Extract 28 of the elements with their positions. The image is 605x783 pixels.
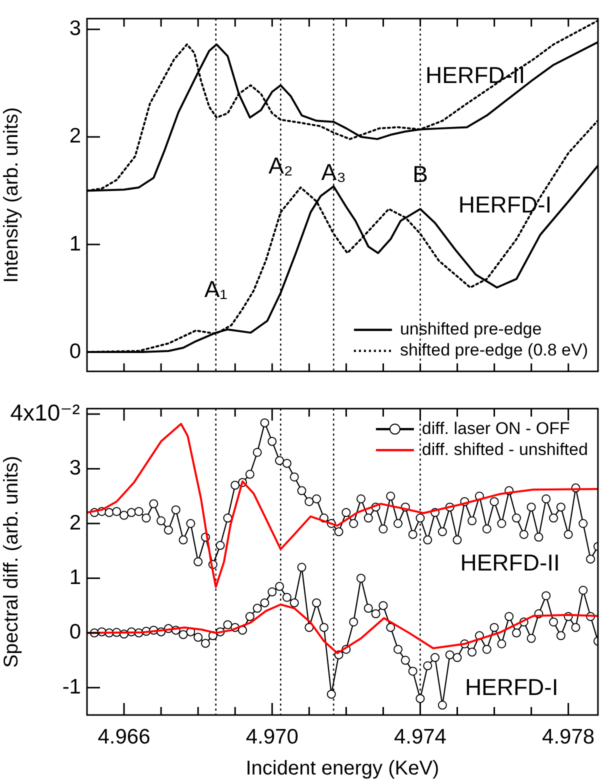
legend-label: diff. laser ON - OFF — [422, 418, 570, 438]
y-tick-label: 2 — [69, 124, 81, 148]
annotation: A₃ — [321, 158, 346, 185]
x-tick-label: 4.966 — [98, 725, 150, 748]
text: 4x10⁻² — [10, 399, 80, 426]
annotation: A₁ — [204, 276, 228, 302]
x-tick-label: 4.974 — [394, 725, 447, 748]
y-tick-label: 3 — [69, 456, 81, 480]
annotation: HERFD-II — [460, 549, 560, 576]
y-tick-label: 3 — [69, 17, 81, 40]
y-axis-title: Spectral diff. (arb. units) — [0, 456, 23, 668]
annotation: HERFD-I — [464, 674, 558, 700]
y-tick-label: 0 — [69, 620, 81, 644]
y-tick-label: 0 — [69, 340, 81, 363]
legend-label: unshifted pre-edge — [400, 320, 542, 339]
y-tick-label: 1 — [69, 232, 81, 256]
y-tick-label: 2 — [69, 511, 81, 534]
annotation: B — [412, 160, 428, 187]
x-tick-label: 4.970 — [246, 725, 298, 748]
x-axis-title: Incident energy (KeV) — [246, 758, 440, 780]
y-tick-label: 1 — [69, 566, 81, 590]
y-tick-label: -1 — [62, 675, 81, 698]
x-tick-label: 4.978 — [542, 725, 595, 748]
y-axis-title: Intensity (arb. units) — [0, 107, 23, 283]
annotation: A₂ — [268, 152, 293, 178]
legend-label: diff. shifted - unshifted — [422, 440, 588, 459]
legend-label: shifted pre-edge (0.8 eV) — [400, 340, 588, 360]
annotation: HERFD-I — [458, 192, 552, 218]
